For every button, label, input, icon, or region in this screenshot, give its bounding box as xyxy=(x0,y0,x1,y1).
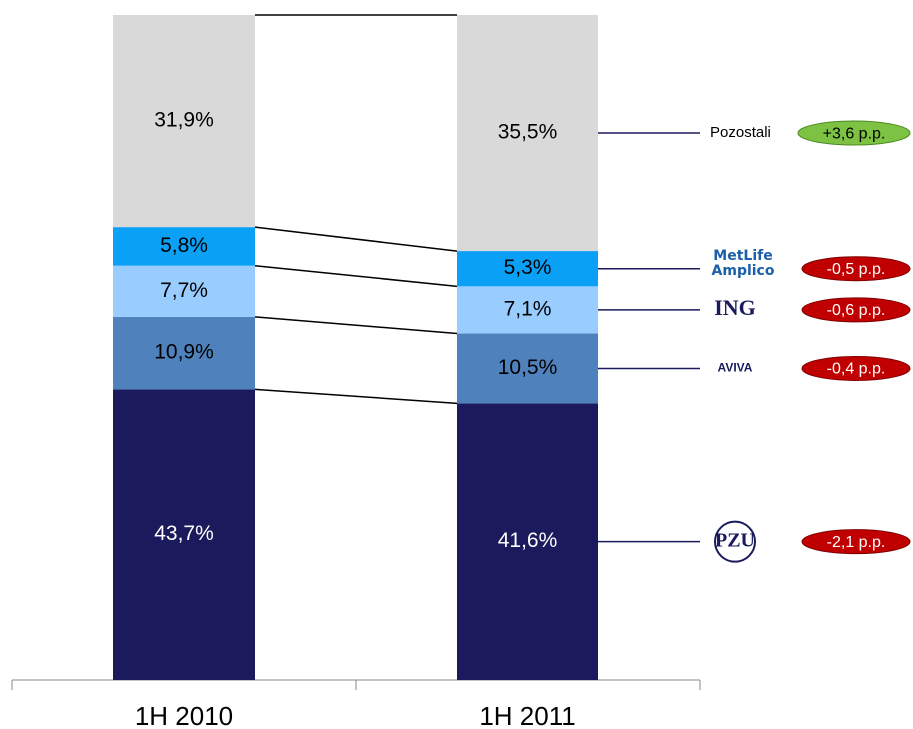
logo-label: PZU xyxy=(715,529,755,551)
logo-ring xyxy=(714,520,756,563)
data-label: 7,1% xyxy=(504,297,552,320)
bar-segment xyxy=(457,403,598,680)
data-label: 31,9% xyxy=(154,109,214,132)
connector-line xyxy=(254,226,458,252)
data-label: 5,8% xyxy=(160,234,208,257)
connector-line xyxy=(254,316,458,335)
change-label: -0,4 p.p. xyxy=(827,361,886,378)
change-label: -0,5 p.p. xyxy=(827,261,886,278)
change-pill xyxy=(797,120,911,146)
data-label: 41,6% xyxy=(498,529,558,552)
bar-segment xyxy=(113,389,255,680)
connector-line xyxy=(254,388,458,405)
change-pill xyxy=(801,529,911,555)
data-label: 10,5% xyxy=(498,356,558,379)
x-tick-label: 1H 2011 xyxy=(479,701,575,729)
logo-label: ING xyxy=(714,295,756,320)
bar-segment xyxy=(457,15,598,252)
change-pill xyxy=(801,355,911,381)
logo-label: MetLife Amplico xyxy=(711,248,775,279)
connector-line xyxy=(254,264,458,288)
logo-text: MetLife Amplico xyxy=(711,248,775,279)
change-pill xyxy=(801,256,911,282)
change-label: -2,1 p.p. xyxy=(827,534,886,551)
change-pill xyxy=(801,297,911,323)
bar-segment xyxy=(113,265,255,317)
bar-segment xyxy=(457,333,598,404)
series-label: Pozostali xyxy=(710,124,771,141)
data-label: 35,5% xyxy=(498,121,558,144)
bar-segment xyxy=(113,15,255,228)
data-label: 7,7% xyxy=(160,279,208,302)
bar-segment xyxy=(113,316,255,390)
change-label: -0,6 p.p. xyxy=(827,302,886,319)
x-tick-label: 1H 2010 xyxy=(135,701,233,729)
bar-segment xyxy=(457,251,598,287)
data-label: 5,3% xyxy=(504,256,552,279)
data-label: 43,7% xyxy=(154,522,214,545)
change-label: +3,6 p.p. xyxy=(823,125,886,142)
bar-segment xyxy=(113,227,255,266)
data-label: 10,9% xyxy=(154,341,214,364)
logo-label: AVIVA xyxy=(718,361,753,375)
bar-segment xyxy=(457,286,598,334)
